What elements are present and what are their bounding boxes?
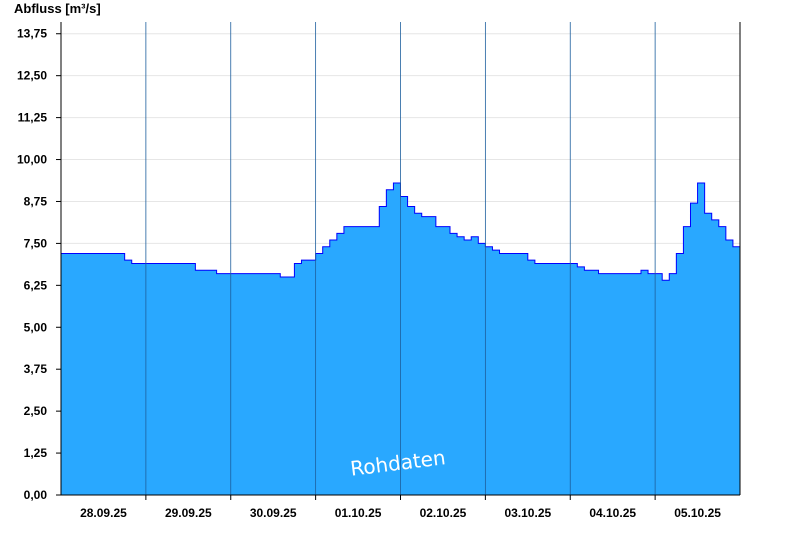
y-tick-label: 5,00 (24, 320, 48, 334)
discharge-line (61, 182, 740, 281)
x-tick-label: 02.10.25 (420, 506, 467, 520)
x-tick-label: 03.10.25 (504, 506, 551, 520)
y-tick-label: 1,25 (24, 446, 48, 460)
x-tick-label: 28.09.25 (80, 506, 127, 520)
y-tick-label: 0,00 (24, 488, 48, 502)
y-tick-label: 6,25 (24, 278, 48, 292)
x-tick-label: 05.10.25 (674, 506, 721, 520)
y-tick-label: 10,00 (17, 153, 47, 167)
x-tick-label: 30.09.25 (250, 506, 297, 520)
y-tick-label: 2,50 (24, 404, 48, 418)
x-tick-label: 29.09.25 (165, 506, 212, 520)
y-tick-label: 7,50 (24, 236, 48, 250)
y-tick-label: 13,75 (17, 27, 47, 41)
y-tick-label: 12,50 (17, 69, 47, 83)
y-tick-label: 3,75 (24, 362, 48, 376)
y-tick-label: 8,75 (24, 194, 48, 208)
y-ticks: 0,00 1,25 2,50 3,75 5,00 6,25 7,50 8,75 10,00 11,… (17, 27, 61, 502)
x-tick-label: 04.10.25 (589, 506, 636, 520)
y-tick-label: 11,25 (18, 111, 48, 125)
day-separators (145, 22, 656, 495)
x-tick-label: 01.10.25 (335, 506, 382, 520)
x-ticks: 28.09.25 29.09.25 30.09.25 01.10.25 02.10.25… (80, 495, 721, 520)
y-axis-label: Abfluss [m³/s] (14, 1, 101, 16)
